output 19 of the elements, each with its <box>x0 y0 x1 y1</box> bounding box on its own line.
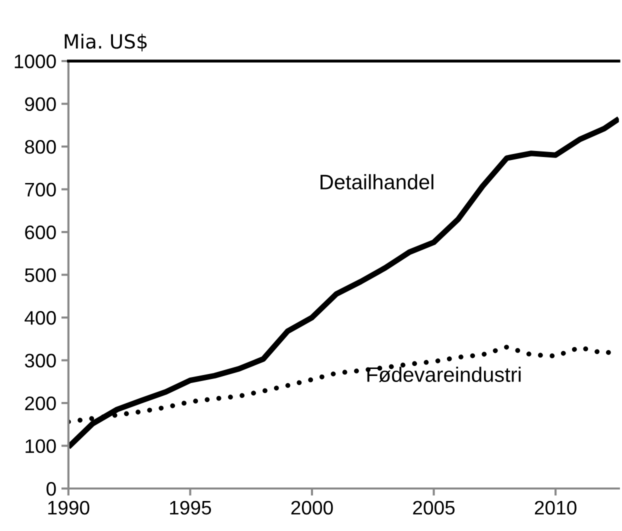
y-tick-label: 0 <box>46 482 56 496</box>
x-tick-label: 2005 <box>413 500 455 515</box>
y-tick-label: 700 <box>25 182 56 197</box>
y-tick-label: 800 <box>25 140 56 154</box>
x-tick-label: 2000 <box>291 500 333 515</box>
series-label: Detailhandel <box>320 174 434 190</box>
y-tick-label: 300 <box>24 354 56 368</box>
y-tick-label: 500 <box>24 268 56 282</box>
y-tick-label: 200 <box>25 396 56 410</box>
series-label: Fødevareindustri <box>367 366 521 382</box>
x-tick-label: 1990 <box>48 500 90 515</box>
y-tick-label: 900 <box>25 97 56 112</box>
y-tick-label: 100 <box>26 439 56 454</box>
y-tick-label: 600 <box>25 226 56 240</box>
y-tick-label: 1000 <box>14 54 56 68</box>
x-tick-label: 2010 <box>534 500 576 515</box>
x-tick-label: 1995 <box>170 500 212 515</box>
y-tick-label: 400 <box>24 311 56 325</box>
y-axis-title: Mia. US$ <box>64 34 147 52</box>
